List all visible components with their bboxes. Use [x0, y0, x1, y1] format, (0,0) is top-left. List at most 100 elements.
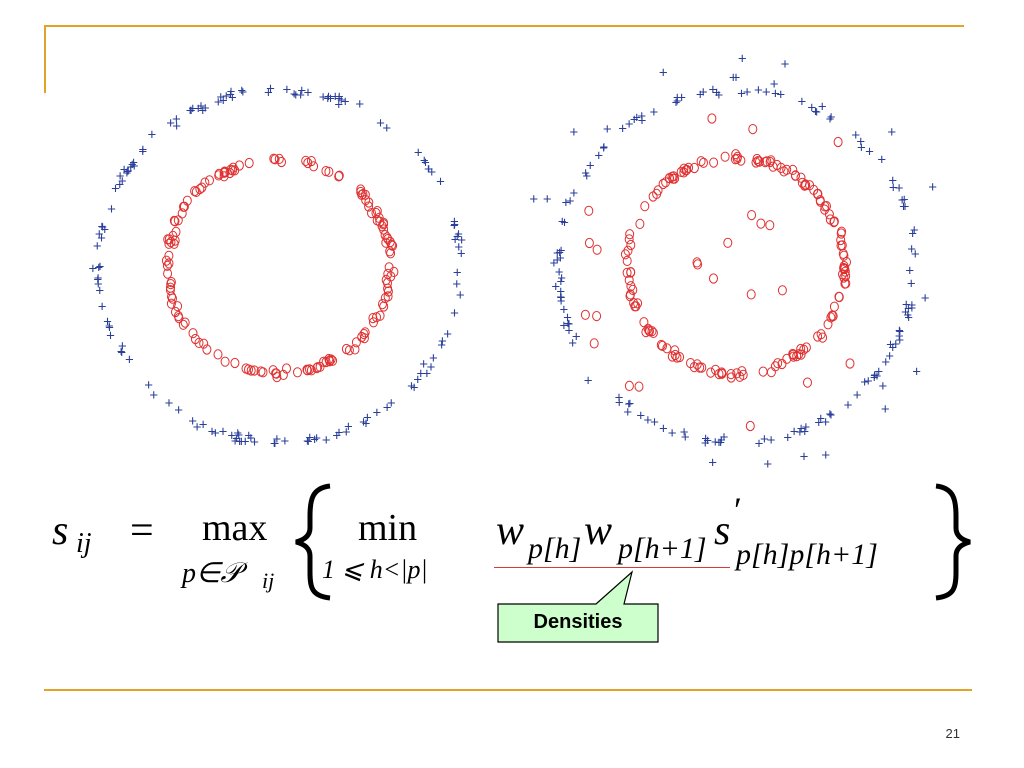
plus-point: + [335, 425, 344, 442]
circle-point [639, 317, 649, 328]
plus-point: + [767, 432, 776, 449]
circle-point [816, 329, 826, 340]
plus-point: + [244, 428, 253, 445]
circle-point [256, 366, 266, 377]
plus-point: + [555, 245, 564, 262]
circle-point [720, 151, 730, 162]
circle-point [777, 285, 787, 296]
plus-point: + [290, 86, 299, 103]
plus-point: + [623, 404, 632, 421]
plus-point: + [911, 246, 920, 263]
circle-point [389, 266, 399, 277]
circle-point [826, 312, 836, 323]
plus-point: + [908, 297, 917, 314]
plus-point: + [659, 65, 668, 82]
plus-point: + [816, 410, 825, 427]
plus-point: + [241, 434, 250, 451]
plus-point: + [818, 99, 827, 116]
circle-point [371, 207, 381, 219]
plus-point: + [557, 242, 566, 259]
circle-point [382, 232, 392, 243]
plus-point: + [677, 90, 686, 107]
circle-point [277, 156, 286, 168]
circle-point [178, 319, 188, 330]
circle-point [801, 342, 811, 353]
plus-point: + [107, 201, 116, 218]
circle-point [385, 246, 395, 257]
circle-point [792, 351, 802, 362]
plus-point: + [237, 83, 246, 100]
plus-point: + [383, 400, 392, 417]
plus-point: + [570, 124, 579, 141]
circle-point [584, 237, 594, 249]
circle-point [161, 255, 171, 266]
circle-point [369, 317, 378, 328]
plus-point: + [335, 90, 344, 107]
plus-point: + [581, 165, 590, 182]
plus-point: + [826, 111, 835, 128]
plus-point: + [270, 435, 279, 452]
circle-point [789, 351, 799, 362]
circle-point [309, 161, 319, 172]
plus-point: + [423, 366, 432, 383]
plus-point: + [888, 339, 897, 356]
circle-point [219, 167, 229, 178]
plus-point: + [711, 434, 720, 451]
circle-point [695, 362, 705, 373]
circle-point [180, 317, 190, 328]
plus-point: + [600, 139, 609, 156]
plus-point: + [186, 102, 195, 119]
plus-point: + [797, 421, 806, 438]
plus-point: + [98, 219, 107, 236]
circle-point [622, 255, 632, 266]
plus-point: + [199, 417, 208, 434]
plus-point: + [247, 430, 256, 447]
plus-point: + [106, 328, 115, 345]
circle-point [220, 356, 230, 367]
plus-point: + [800, 448, 809, 465]
circle-point [315, 361, 325, 372]
plus-point: + [427, 164, 436, 181]
circle-point [652, 188, 662, 199]
circle-point [838, 269, 847, 280]
plus-point: + [903, 307, 912, 324]
plus-point: + [304, 84, 313, 101]
plus-point: + [342, 424, 351, 441]
circle-point [758, 366, 768, 377]
plus-point: + [770, 76, 779, 93]
plus-point: + [105, 318, 114, 335]
plus-point: + [582, 168, 591, 185]
circle-point [641, 327, 651, 338]
plus-point: + [615, 389, 624, 406]
plus-point: + [715, 434, 724, 451]
plus-point: + [98, 299, 107, 316]
circle-point [833, 136, 843, 148]
plus-point: + [443, 326, 452, 343]
plus-point: + [738, 50, 747, 67]
plus-point: + [89, 261, 98, 278]
circle-point [681, 165, 691, 176]
plus-point: + [699, 84, 708, 101]
circle-point [360, 327, 370, 338]
circle-point [684, 162, 694, 173]
plus-point: + [115, 177, 124, 194]
densities-callout-shape [497, 570, 659, 643]
plus-point: + [812, 104, 821, 121]
circle-point [748, 124, 758, 135]
circle-point [372, 312, 381, 323]
circle-point [782, 353, 792, 364]
plus-point: + [355, 96, 364, 113]
circle-point [164, 238, 174, 249]
plus-point: + [865, 144, 874, 161]
plus-point: + [120, 162, 129, 179]
plus-point: + [771, 86, 780, 103]
plus-point: + [907, 241, 916, 258]
plus-point: + [556, 284, 565, 301]
circle-point [177, 208, 187, 219]
plus-point: + [650, 414, 659, 431]
plus-point: + [322, 432, 331, 449]
formula-s-sub: p[h]p[h+1] [734, 538, 878, 571]
plus-point: + [904, 300, 913, 317]
plus-point: + [560, 301, 569, 318]
plus-point: + [324, 89, 333, 106]
